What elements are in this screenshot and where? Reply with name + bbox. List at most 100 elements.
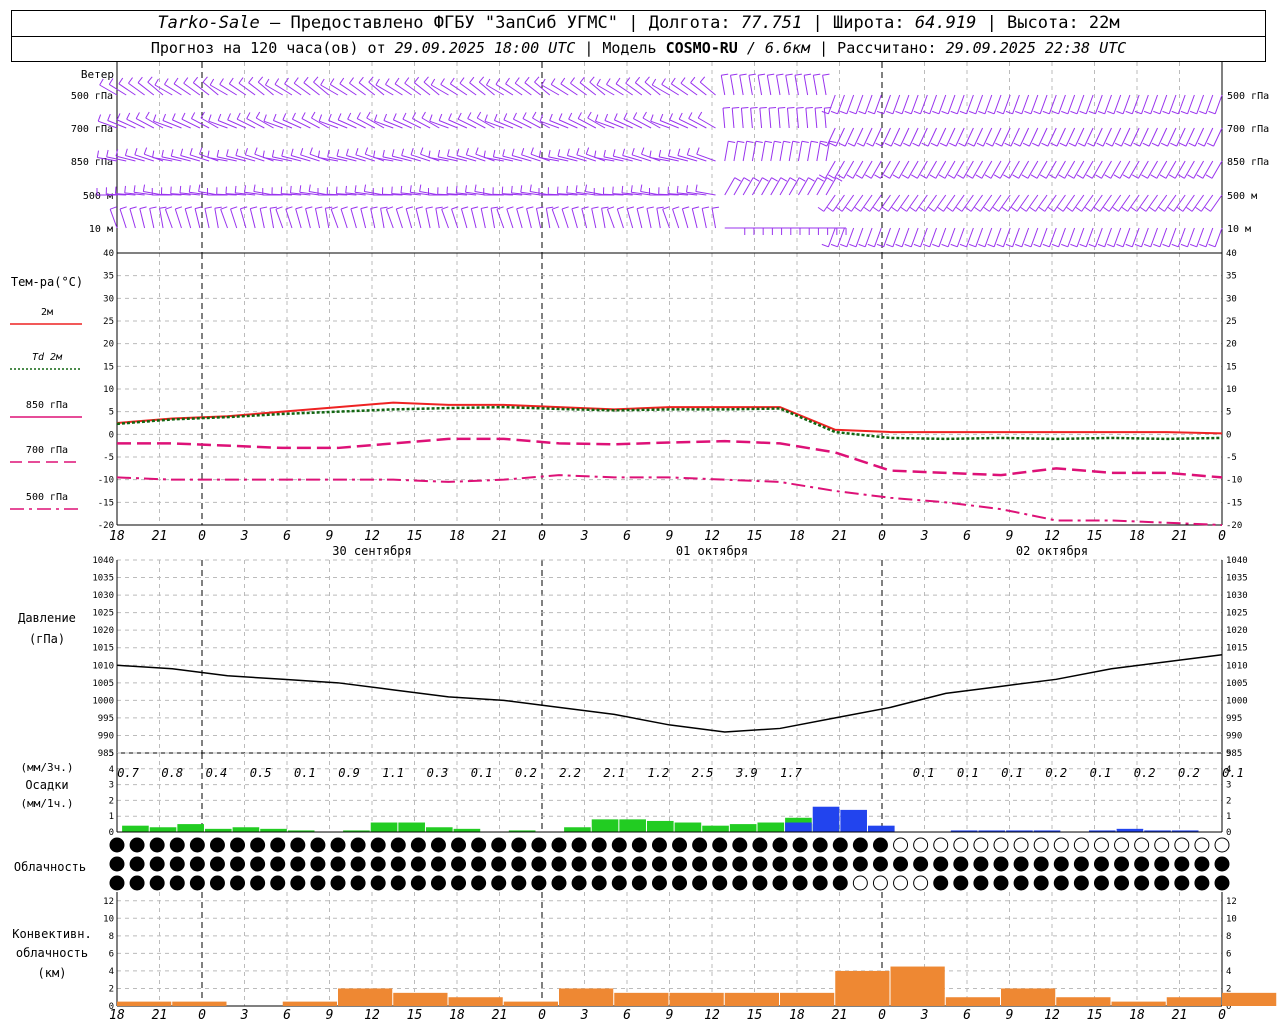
precip-rain-bar — [564, 827, 591, 832]
wind-barb — [1194, 127, 1205, 147]
wind-barb-feather — [771, 177, 778, 182]
wind-barb-feather — [932, 110, 940, 115]
wind-barb — [1110, 160, 1122, 179]
wind-barb-feather — [984, 174, 992, 179]
wind-barb — [299, 191, 320, 196]
wind-barb-feather — [154, 78, 159, 86]
wind-barb — [145, 117, 164, 129]
wind-barb-feather — [171, 113, 176, 121]
wind-barb — [246, 118, 265, 129]
cloud-cover-circle — [953, 856, 969, 872]
wind-barb — [825, 177, 837, 196]
wind-barb — [478, 81, 495, 96]
wind-barb-feather — [490, 206, 499, 209]
cloud-cover-circle — [792, 856, 808, 872]
wind-barb-feather — [615, 77, 621, 85]
conv-time-label: 15 — [747, 1008, 763, 1023]
altitude-text: | Высота: 22м — [986, 13, 1120, 33]
cloud-cover-circle — [551, 837, 567, 853]
wind-barb — [300, 154, 320, 162]
wind-barb — [440, 83, 458, 96]
wind-barb-feather — [1125, 110, 1133, 115]
wind-barb-feather — [837, 174, 844, 179]
wind-barb — [358, 82, 376, 96]
wind-barb-feather — [1033, 110, 1041, 115]
temp-tick-left: 30 — [103, 294, 114, 304]
cloud-cover-circle — [149, 856, 165, 872]
wind-barb — [230, 208, 238, 229]
wind-barb-feather — [337, 113, 342, 121]
wind-barb — [1203, 127, 1214, 147]
wind-barb-feather — [631, 148, 635, 155]
precip-3h-total: 1.7 — [780, 766, 802, 780]
cloud-cover-circle — [872, 856, 888, 872]
wind-barb — [659, 156, 679, 162]
wind-barb — [1055, 160, 1066, 179]
wind-barb — [1196, 227, 1205, 247]
wind-barb — [1038, 127, 1048, 147]
wind-barb-feather — [606, 78, 611, 85]
precip-3h-total: 0.1 — [1001, 766, 1023, 780]
wind-barb-feather — [481, 206, 489, 209]
wind-barb-feather — [529, 184, 532, 192]
wind-barb-feather — [228, 77, 234, 85]
wind-barb-feather — [1121, 206, 1128, 212]
wind-barb-feather — [579, 76, 585, 83]
wind-barb — [659, 120, 679, 129]
wind-barb — [642, 117, 661, 129]
wind-barb-feather — [1049, 174, 1056, 179]
wind-barb-feather — [658, 149, 662, 157]
prec-tick-left: 1 — [109, 812, 114, 822]
wind-barb — [832, 194, 845, 212]
cloud-cover-circle — [370, 875, 386, 891]
pressure-unit: (гПа) — [29, 632, 65, 646]
wind-barb — [370, 208, 376, 229]
wind-barb — [511, 192, 532, 196]
wind-barb-feather — [636, 206, 644, 210]
wind-barb — [394, 83, 412, 96]
wind-barb-feather — [1112, 206, 1119, 212]
wind-barb-feather — [119, 206, 127, 210]
wind-barb — [794, 75, 799, 96]
wind-barb-feather — [830, 110, 838, 115]
wind-barb — [1036, 160, 1048, 179]
pres-tick-right: 1005 — [1226, 679, 1248, 689]
wind-barb — [456, 192, 477, 196]
precip-snow-bar — [978, 830, 1006, 832]
conv-title-1: Конвективн. — [12, 927, 91, 941]
cloud-cover-circle — [852, 875, 868, 891]
wind-barb-feather — [97, 114, 102, 122]
wind-barb-feather — [864, 174, 872, 179]
cloud-cover-circle — [772, 837, 788, 853]
precip-3h-total: 0.1 — [1222, 766, 1244, 780]
wind-barb — [816, 177, 828, 196]
wind-barb-feather — [108, 78, 114, 85]
wind-barb-feather — [435, 206, 443, 209]
cloud-cover-circle — [169, 875, 185, 891]
wind-barb — [1182, 194, 1195, 212]
wind-barb — [812, 75, 818, 96]
wind-barb — [993, 94, 1002, 114]
wind-barb — [1099, 194, 1112, 212]
wind-barb — [594, 157, 615, 162]
wind-barb-feather — [199, 147, 203, 155]
temp-tick-right: 30 — [1226, 294, 1237, 304]
temp-tick-left: -5 — [103, 453, 114, 463]
wind-barb — [633, 118, 652, 129]
wind-barb — [476, 117, 495, 129]
wind-barb — [200, 117, 219, 129]
wind-barb-feather — [695, 184, 698, 192]
temp-time-label: 18 — [109, 529, 125, 544]
wind-level-label-left: 500 м — [83, 191, 113, 202]
wind-barb — [979, 194, 993, 212]
wind-barb-feather — [1134, 243, 1142, 248]
wind-barb — [438, 156, 458, 162]
wind-barb-feather — [1153, 110, 1161, 115]
wind-barb-feather — [601, 206, 609, 209]
wind-barb-feather — [1096, 142, 1104, 147]
wind-level-label-left: 850 гПа — [71, 157, 113, 168]
wind-barb-feather — [739, 73, 747, 76]
wind-barb-feather — [1179, 142, 1187, 147]
cloud-cover-circle — [430, 837, 446, 853]
wind-barb — [179, 192, 200, 196]
